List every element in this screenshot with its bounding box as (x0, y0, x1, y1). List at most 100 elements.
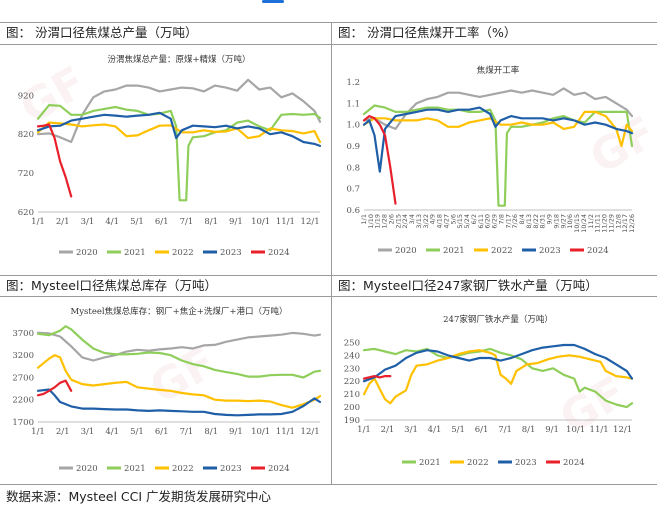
y-tick-label: 0.8 (346, 163, 360, 173)
x-tick-label: 1/1 (360, 214, 368, 224)
y-tick-label: 0.6 (346, 206, 360, 216)
chart-2: 焦煤开工率 0.6 0.7 0.8 0.9 1.0 1.1 1.2 1/11/101/191/2… (346, 65, 636, 256)
x-tick-label: 7/17 (504, 214, 512, 229)
x-tick-label: 8/1 (204, 427, 218, 437)
chart-3: Mysteel焦煤总库存：钢厂+焦企+洗煤厂+港口（万吨） 1700 2200 270… (12, 306, 322, 474)
x-tick-label: 2/1 (56, 427, 70, 437)
x-tick-label: 6/2 (470, 214, 478, 224)
series-line-2023 (362, 106, 634, 173)
x-tick-label: 2/6 (387, 214, 395, 224)
series-line-2024 (362, 375, 392, 380)
series-line-2021 (36, 325, 322, 379)
x-tick-label: 2/15 (394, 214, 402, 229)
y-tick-label: 250 (344, 338, 360, 348)
x-tick-label: 4/1 (105, 427, 119, 437)
x-tick-label: 3/1 (81, 427, 95, 437)
x-tick-label: 9/27 (559, 214, 567, 229)
x-tick-label: 1/1 (31, 427, 45, 437)
x-tick-label: 6/1 (155, 217, 169, 227)
legend-label-2021: 2021 (124, 248, 146, 258)
legend-label-2022: 2022 (467, 458, 489, 468)
row-divider-middle-upper (0, 275, 657, 276)
y-tick-label: 1700 (12, 418, 34, 428)
y-tick-label: 1.0 (346, 121, 360, 131)
chart-title: 汾渭焦煤总产量：原煤+精煤（万吨） (107, 54, 250, 65)
series-line-2021 (362, 104, 634, 207)
x-tick-label: 5/1 (130, 217, 144, 227)
x-tick-label: 3/13 (415, 214, 423, 229)
x-tick-label: 7/8 (497, 214, 505, 224)
y-tick-label: 190 (344, 416, 360, 426)
y-tick-label: 820 (18, 130, 34, 140)
legend-label-2024: 2024 (268, 464, 290, 474)
x-tick-label: 7/1 (180, 217, 194, 227)
x-tick-label: 12/1 (613, 425, 632, 435)
x-tick-label: 8/13 (525, 214, 533, 229)
x-tick-label: 5/15 (456, 214, 464, 229)
x-tick-label: 3/22 (422, 214, 430, 229)
series-line-2023 (36, 111, 322, 147)
column-divider (331, 22, 332, 484)
legend-label-2021: 2021 (124, 464, 146, 474)
y-tick-label: 3200 (12, 351, 34, 361)
x-tick-label: 9/1 (545, 425, 559, 435)
chart-title: 247家钢厂铁水产量（万吨） (443, 314, 553, 325)
y-tick-label: 200 (344, 403, 360, 413)
x-tick-label: 3/1 (404, 425, 418, 435)
x-tick-label: 1/1 (357, 425, 371, 435)
y-tick-label: 230 (344, 364, 360, 374)
legend-label-2020: 2020 (76, 248, 98, 258)
legend-label-2023: 2023 (220, 248, 242, 258)
x-tick-label: 5/1 (130, 427, 144, 437)
x-tick-label: 12/8 (614, 214, 622, 229)
y-tick-label: 3700 (12, 329, 34, 339)
legend-label-2024: 2024 (587, 246, 609, 256)
x-tick-label: 4/9 (429, 214, 437, 224)
x-tick-label: 5/6 (449, 214, 457, 224)
row-divider-top (0, 22, 657, 23)
x-tick-label: 10/1 (251, 427, 270, 437)
x-tick-label: 8/4 (518, 214, 526, 224)
x-tick-label: 10/1 (251, 217, 270, 227)
chart-1: 汾渭焦煤总产量：原煤+精煤（万吨） 620 720 820 920 1/1 2/1 3/1 4/… (18, 54, 322, 258)
x-tick-label: 6/1 (155, 427, 169, 437)
y-tick-label: 2200 (12, 396, 34, 406)
x-tick-label: 4/1 (428, 425, 442, 435)
y-tick-label: 240 (344, 351, 360, 361)
panel-title-2: 图： 汾渭口径焦煤开工率（%） (338, 25, 517, 40)
x-tick-label: 2/1 (56, 217, 70, 227)
x-tick-label: 10/1 (566, 425, 585, 435)
x-tick-label: 4/27 (442, 214, 450, 229)
x-tick-label: 12/1 (301, 427, 320, 437)
x-tick-label: 3/1 (81, 217, 95, 227)
legend-label-2023: 2023 (539, 246, 561, 256)
x-tick-label: 2/24 (401, 214, 409, 229)
row-divider-bottom (0, 484, 657, 485)
series-line-2022 (362, 110, 634, 148)
chart-title: 焦煤开工率 (477, 65, 520, 76)
x-tick-label: 11/11 (594, 214, 602, 233)
x-tick-label: 12/1 (301, 217, 320, 227)
y-tick-label: 220 (344, 377, 360, 387)
top-rule (0, 0, 657, 4)
series-line-2021 (362, 347, 634, 409)
x-tick-label: 1/1 (31, 217, 45, 227)
x-tick-label: 1/19 (374, 214, 382, 229)
x-tick-label: 1/10 (367, 214, 375, 229)
series-line-2022 (362, 349, 634, 405)
title-rule-1 (0, 44, 657, 45)
x-tick-label: 1/28 (381, 214, 389, 229)
series-line-2024 (362, 115, 397, 205)
x-tick-label: 10/6 (566, 214, 574, 229)
x-tick-label: 6/29 (491, 214, 499, 229)
legend-label-2022: 2022 (491, 246, 513, 256)
series-line-2020 (36, 78, 322, 144)
x-tick-label: 6/11 (477, 214, 485, 229)
chart-4: 247家钢厂铁水产量（万吨） 190 200 210 220 230 240 250 1/1 2/… (344, 314, 634, 468)
legend-label-2024: 2024 (563, 458, 585, 468)
x-tick-label: 11/1 (276, 427, 295, 437)
x-tick-label: 6/1 (475, 425, 489, 435)
series-line-2023 (36, 388, 322, 417)
series-line-2022 (36, 354, 322, 409)
top-accent (262, 0, 284, 3)
